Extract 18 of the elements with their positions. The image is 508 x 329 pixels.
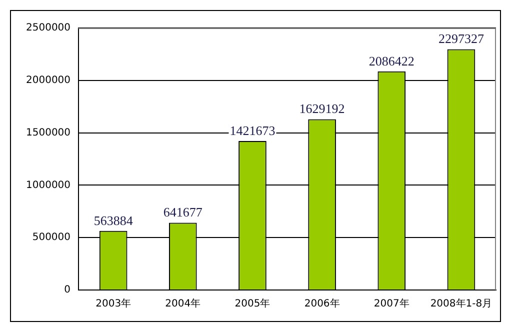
x-tick-label: 2007年 [374,298,410,310]
y-tick-label: 1000000 [26,180,71,191]
y-tick-label: 1500000 [26,127,71,138]
y-tick-label: 2500000 [26,22,71,34]
data-label: 563884 [94,212,134,228]
data-label: 1629192 [299,101,345,116]
x-tick-label: 2004年 [165,298,201,310]
y-tick-label: 0 [64,284,71,296]
y-tick-label: 2000000 [26,74,71,86]
x-tick-label: 2008年1-8月 [430,298,492,310]
x-tick-label: 2003年 [96,298,132,310]
x-tick-label: 2006年 [304,298,340,310]
x-tick-label: 2005年 [234,298,270,310]
data-label: 1421673 [230,122,276,138]
data-label: 641677 [163,204,203,220]
data-label: 2297327 [438,31,484,46]
y-tick-label: 500000 [32,232,71,244]
data-label: 2086422 [368,53,414,68]
